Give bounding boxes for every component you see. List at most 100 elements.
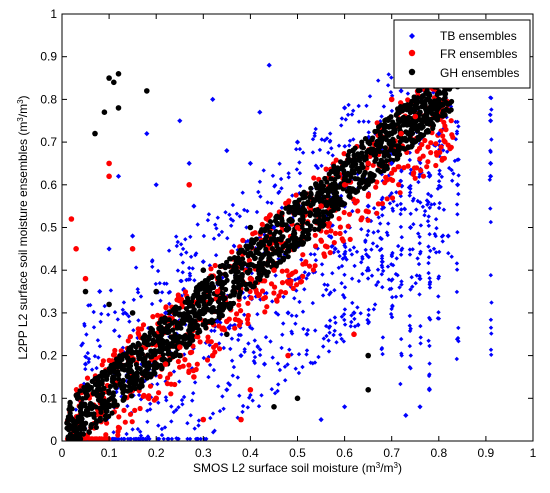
legend-marker-tb — [409, 33, 415, 39]
data-point-series-0 — [455, 182, 461, 188]
cloud-point — [293, 321, 298, 326]
cloud-point — [301, 234, 307, 240]
cloud-point — [120, 307, 125, 313]
cloud-point — [407, 313, 412, 319]
cloud-point — [139, 351, 145, 357]
cloud-point — [107, 383, 114, 389]
cloud-point — [162, 281, 167, 286]
cloud-point — [227, 212, 232, 217]
data-point-series-1 — [224, 318, 230, 325]
cloud-point — [102, 435, 108, 442]
cloud-point — [126, 365, 132, 372]
data-point-series-2 — [115, 71, 122, 77]
cloud-point — [399, 279, 404, 284]
cloud-point — [97, 344, 103, 349]
cloud-point — [83, 354, 88, 359]
data-point-series-0 — [238, 353, 244, 359]
data-point-series-0 — [294, 139, 301, 145]
cloud-point — [221, 406, 226, 412]
cloud-point — [272, 250, 278, 256]
x-tick-label: 0.8 — [430, 446, 447, 460]
cloud-point — [186, 277, 191, 282]
cloud-point — [342, 317, 347, 323]
cloud-point — [366, 228, 371, 234]
data-point-series-0 — [417, 276, 423, 282]
cloud-point — [135, 290, 141, 295]
cloud-point — [210, 411, 216, 416]
data-point-series-2 — [115, 105, 122, 111]
cloud-point — [254, 290, 260, 296]
cloud-point — [293, 238, 299, 245]
cloud-point — [347, 247, 353, 253]
cloud-point — [165, 375, 171, 381]
cloud-point — [156, 390, 162, 396]
cloud-point — [398, 145, 404, 151]
cloud-point — [405, 163, 411, 169]
cloud-point — [131, 297, 136, 303]
cloud-point — [147, 383, 154, 389]
cloud-point — [219, 326, 225, 332]
cloud-point — [148, 348, 154, 354]
cloud-point — [333, 190, 340, 196]
cloud-point — [315, 165, 320, 171]
cloud-point — [308, 252, 313, 257]
cloud-point — [428, 104, 434, 110]
y-tick-label: 1 — [50, 7, 57, 21]
cloud-point — [262, 278, 268, 284]
cloud-point — [125, 338, 131, 344]
data-point-series-0 — [332, 246, 338, 252]
cloud-point — [116, 376, 122, 382]
cloud-point — [455, 212, 460, 217]
cloud-point — [272, 284, 278, 290]
cloud-point — [317, 147, 323, 153]
cloud-point — [156, 320, 163, 326]
cloud-point — [159, 432, 165, 438]
cloud-point — [436, 205, 442, 211]
data-point-series-1 — [285, 352, 291, 359]
cloud-point — [220, 275, 225, 281]
cloud-point — [361, 185, 367, 191]
cloud-point — [103, 400, 110, 407]
cloud-point — [328, 290, 333, 295]
cloud-point — [354, 166, 360, 172]
cloud-point — [278, 176, 284, 182]
cloud-point — [102, 303, 107, 309]
cloud-point — [305, 327, 311, 333]
cloud-point — [342, 285, 348, 290]
data-point-series-0 — [163, 310, 169, 316]
cloud-point — [153, 281, 158, 287]
cloud-point — [139, 326, 145, 332]
cloud-point — [177, 364, 183, 370]
cloud-point — [389, 75, 394, 80]
cloud-point — [345, 152, 351, 158]
cloud-point — [454, 202, 460, 207]
cloud-point — [300, 364, 305, 370]
cloud-point — [102, 369, 108, 375]
cloud-point — [276, 293, 282, 299]
cloud-point — [489, 331, 494, 336]
cloud-point — [323, 166, 329, 172]
cloud-point — [131, 328, 136, 333]
cloud-point — [407, 247, 413, 252]
cloud-point — [92, 376, 98, 382]
cloud-point — [418, 223, 424, 228]
cloud-point — [398, 178, 403, 184]
cloud-point — [116, 414, 122, 420]
cloud-point — [328, 138, 333, 143]
data-point-series-0 — [130, 233, 136, 239]
cloud-point — [86, 384, 92, 390]
cloud-point — [180, 270, 185, 275]
cloud-point — [366, 307, 371, 313]
cloud-point — [187, 265, 192, 271]
cloud-point — [331, 163, 337, 169]
cloud-point — [182, 333, 188, 339]
cloud-point — [245, 262, 251, 268]
cloud-point — [450, 178, 455, 183]
cloud-point — [417, 87, 423, 93]
cloud-point — [92, 354, 98, 359]
cloud-point — [280, 222, 286, 228]
cloud-point — [262, 309, 268, 315]
cloud-point — [399, 235, 404, 240]
cloud-point — [77, 424, 83, 430]
cloud-point — [189, 349, 195, 355]
